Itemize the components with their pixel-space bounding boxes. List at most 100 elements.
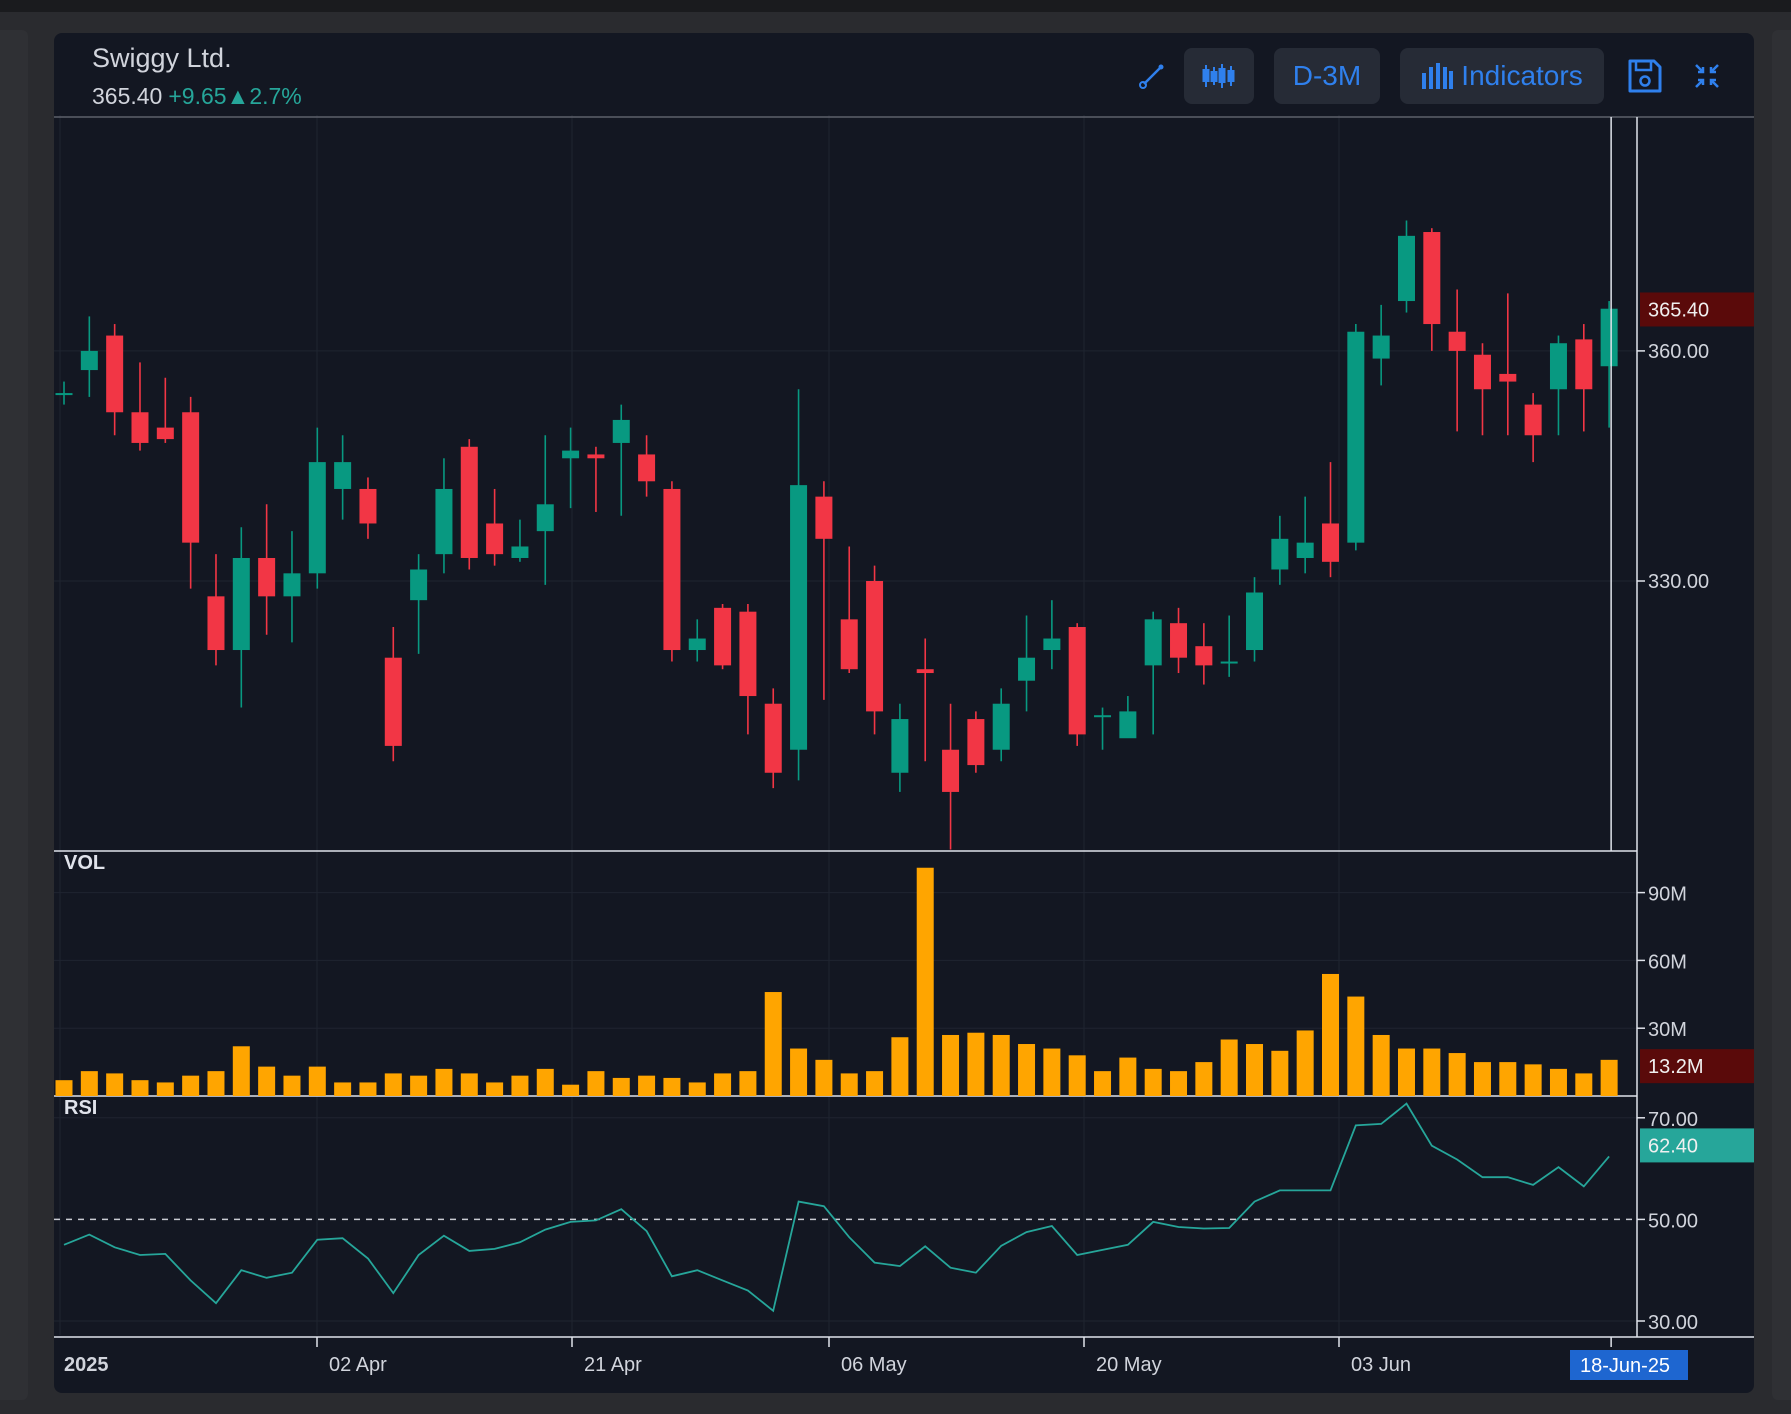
candle [1372,304,1390,386]
volume-bar [866,1071,884,1096]
volume-bar [1271,1050,1289,1096]
volume-bar [1372,1034,1390,1096]
candle-body [1600,308,1618,367]
candle-body [562,450,580,459]
candle-body [460,446,478,558]
volume-bar [764,992,782,1096]
price-change: +9.65▲2.7% [168,83,302,109]
candle-body [891,719,909,773]
candle [1018,615,1036,712]
candle-body [232,557,250,651]
volume-last-tag [1640,1049,1754,1084]
volume-bar [1524,1064,1542,1096]
volume-tick-label: 30M [1648,1019,1687,1041]
volume-bar [992,1034,1010,1096]
candle-body [1018,657,1036,681]
candle-body [308,462,326,574]
volume-bar [714,1073,732,1096]
volume-bar [410,1075,428,1096]
candle-body [1271,538,1289,570]
rsi-tick-label: 50.00 [1648,1210,1698,1232]
candle-body [1524,404,1542,436]
volume-bar [1296,1030,1314,1096]
candle-body [764,703,782,773]
candle [815,481,833,700]
volume-bar [612,1077,630,1096]
volume-bar [891,1037,909,1096]
candle [1524,393,1542,463]
candle-body [1246,592,1264,651]
candle [1499,293,1517,436]
time-tick-label: 02 Apr [329,1354,387,1376]
candle-body [1119,711,1137,739]
candle-body [1397,235,1415,302]
candle [1094,707,1112,750]
candle-body [1195,646,1213,666]
candle-body [384,657,402,746]
candle [942,703,960,850]
collapse-icon [1695,64,1719,88]
volume-bar [1246,1044,1264,1096]
candle [688,619,706,662]
candle-body [1423,232,1441,325]
volume-bar [156,1082,174,1096]
candle-body [790,485,808,750]
volume-bar [1144,1068,1162,1096]
candle-body [106,335,124,413]
candle [764,688,782,789]
candle [1448,289,1466,432]
volume-last-tag-label: 13.2M [1648,1056,1704,1078]
volume-bar [638,1075,656,1096]
candle [283,531,301,643]
collapse-button[interactable] [1684,48,1730,104]
volume-bar [1499,1062,1517,1096]
candle [663,481,681,662]
volume-bar [460,1073,478,1096]
candle [131,362,149,451]
range-label: D-3M [1292,60,1362,91]
candle [1246,577,1264,662]
candle-body [1448,331,1466,351]
candle [1549,335,1567,436]
range-button[interactable]: D-3M [1274,48,1380,104]
bars-icon [1422,63,1454,89]
volume-bar [1600,1059,1618,1096]
indicators-button[interactable]: Indicators [1400,48,1604,104]
candle [967,711,985,773]
candle [1296,496,1314,574]
last-price: 365.40 [92,83,163,109]
candle [638,435,656,497]
candle [435,458,453,574]
volume-bar [916,867,934,1096]
volume-bar [1220,1039,1238,1096]
candle [714,604,732,670]
volume-bar [55,1080,73,1096]
volume-bar [1195,1062,1213,1096]
rsi-tick-label: 70.00 [1648,1109,1698,1131]
candle [1271,515,1289,585]
price-quote: 365.40 +9.65▲2.7% [92,83,302,110]
candle [334,435,352,520]
volume-bar [1575,1073,1593,1096]
candle-body [815,496,833,539]
candle-body [156,427,174,440]
volume-bar [688,1082,706,1096]
candle-body [486,523,504,555]
chart-canvas[interactable]: 360.00 330.00 365.40 90M 60M 30M 13.2M VOL 70.00… [54,33,1754,1393]
draw-line-button[interactable] [1124,48,1180,104]
last-price-tag-label: 365.40 [1648,299,1709,321]
candle [232,527,250,708]
candle-body [207,596,225,651]
save-button[interactable] [1620,48,1670,104]
candle-body [942,749,960,792]
volume-bar [1043,1048,1061,1096]
candle [258,504,276,635]
time-tick-label: 06 May [841,1354,907,1376]
candle [486,488,504,566]
chart-type-button[interactable] [1184,48,1254,104]
rsi-last-tag [1640,1128,1754,1163]
candle-body [1473,354,1491,390]
last-price-tag [1640,292,1754,327]
candlestick-icon [1202,64,1235,88]
candle [80,316,98,397]
